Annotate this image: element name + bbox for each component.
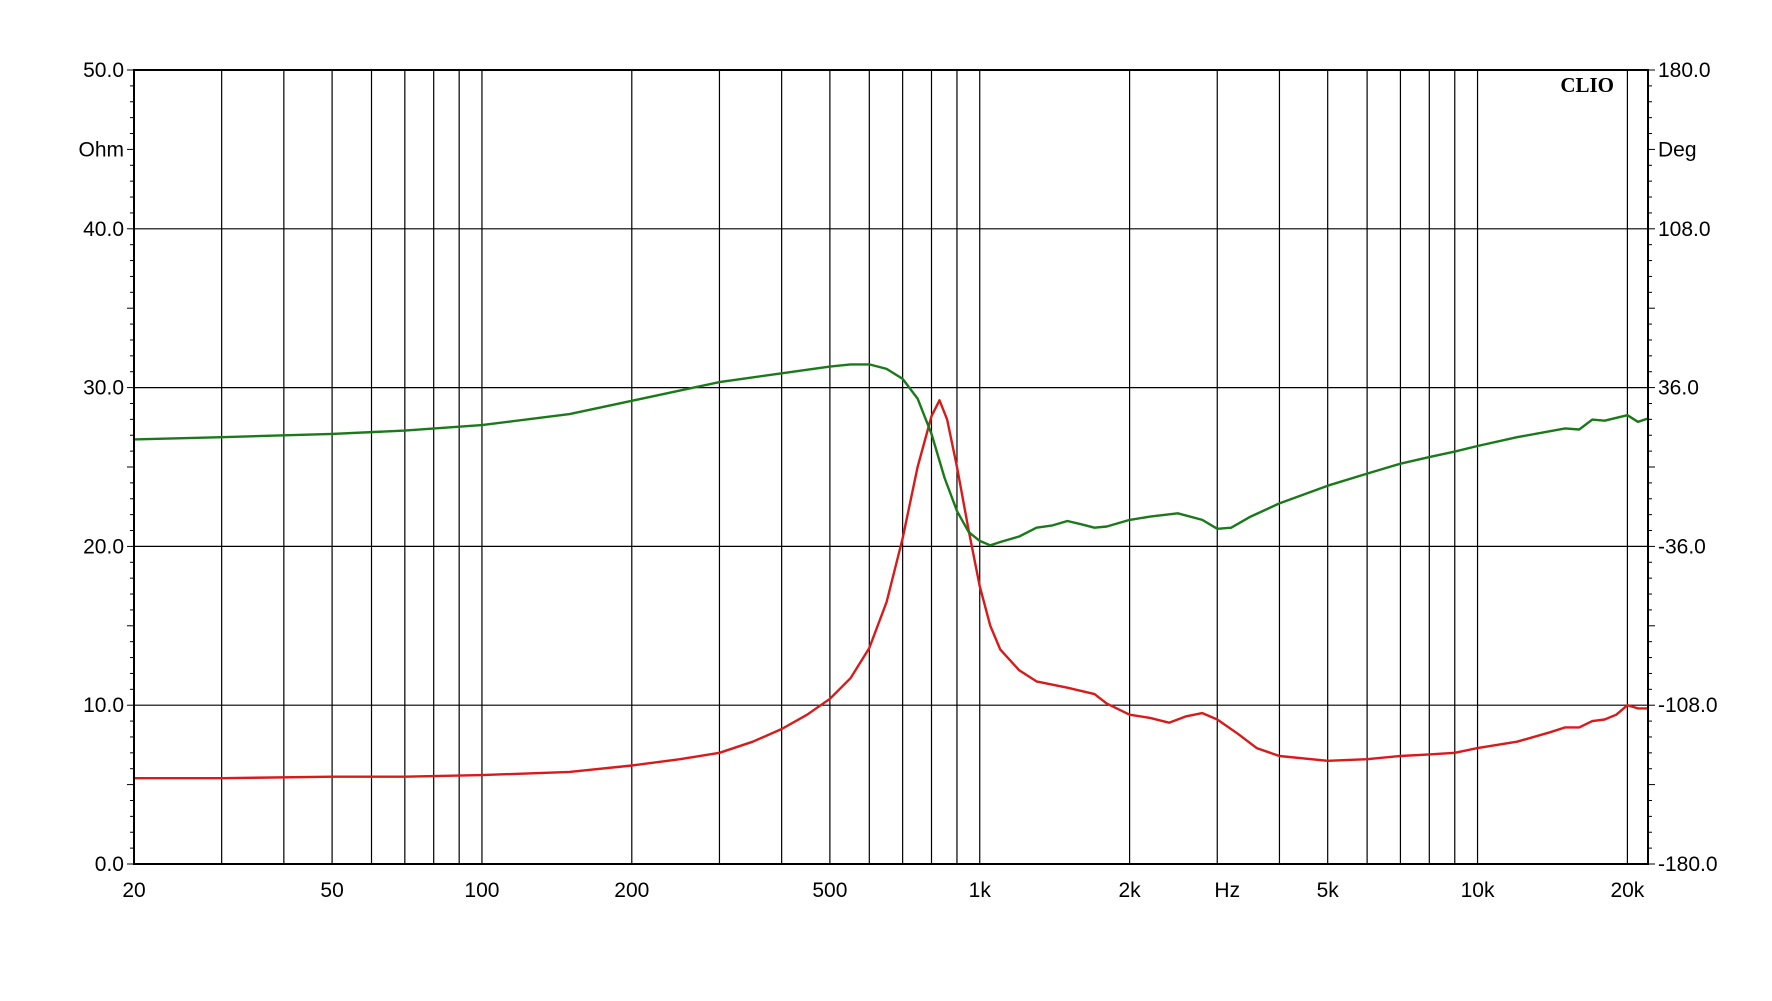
- y-tick-label-right: 108.0: [1658, 218, 1711, 241]
- impedance-curve: [132, 399, 1650, 780]
- x-tick-label: 5k: [1317, 879, 1340, 902]
- y-tick-label-left: 30.0: [83, 377, 124, 400]
- y-tick-label-left: 50.0: [83, 59, 124, 82]
- y-tick-label-right: -180.0: [1658, 853, 1718, 876]
- y-tick-label-left: 20.0: [83, 535, 124, 558]
- y-tick-label-right: -108.0: [1658, 694, 1718, 717]
- x-tick-label: 20: [122, 879, 145, 902]
- y-axis-label-left: Ohm: [78, 138, 124, 161]
- y-axis-label-right: Deg: [1658, 138, 1697, 161]
- y-tick-label-left: 10.0: [83, 694, 124, 717]
- phase-curve: [132, 363, 1650, 547]
- y-tick-label-left: 40.0: [83, 218, 124, 241]
- x-tick-label: 1k: [969, 879, 992, 902]
- x-tick-label: 500: [812, 879, 847, 902]
- x-tick-label: 10k: [1461, 879, 1495, 902]
- x-tick-label: 100: [464, 879, 499, 902]
- y-tick-label-right: 36.0: [1658, 377, 1699, 400]
- plot-frame: [133, 69, 1649, 865]
- grid: [127, 69, 1655, 865]
- brand-label: CLIO: [1560, 73, 1614, 97]
- x-axis-label: Hz: [1214, 879, 1240, 902]
- tick-labels: 0.0 10.0 20.0 30.0 40.0 50.0 -180.0 -108.0 -36.0…: [78, 59, 1717, 902]
- y-tick-label-right: 180.0: [1658, 59, 1711, 82]
- x-tick-label: 2k: [1119, 879, 1142, 902]
- x-tick-label: 20k: [1610, 879, 1644, 902]
- series-layer: [132, 363, 1650, 780]
- x-tick-label: 200: [614, 879, 649, 902]
- y-tick-label-left: 0.0: [95, 853, 124, 876]
- x-tick-label: 50: [320, 879, 343, 902]
- y-tick-label-right: -36.0: [1658, 535, 1706, 558]
